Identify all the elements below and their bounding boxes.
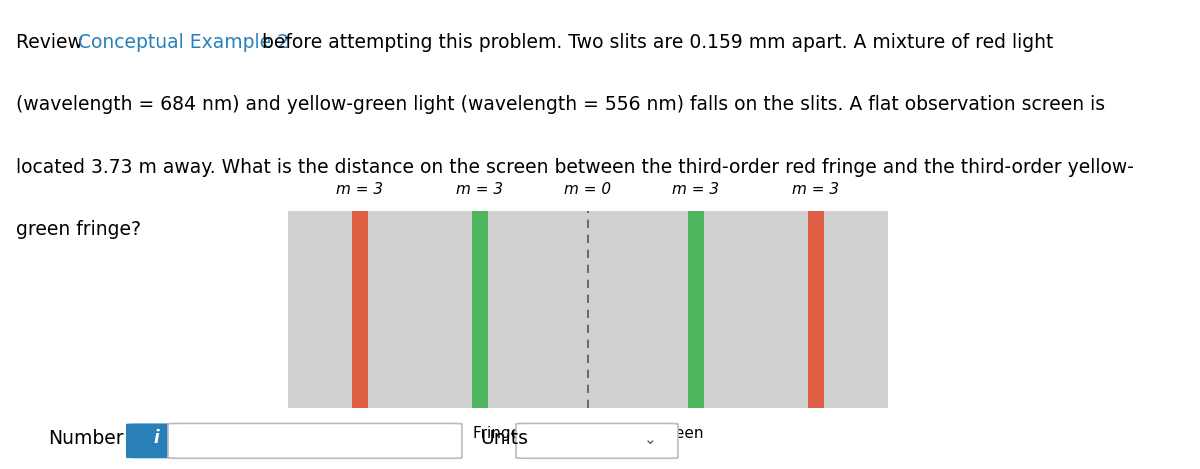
- Text: m = 3: m = 3: [672, 182, 720, 197]
- Text: Fringes on observation screen: Fringes on observation screen: [473, 425, 703, 440]
- Bar: [808, 211, 824, 408]
- Text: Number: Number: [48, 429, 124, 447]
- Text: m = 3: m = 3: [456, 182, 504, 197]
- Bar: [688, 211, 704, 408]
- FancyBboxPatch shape: [126, 424, 186, 458]
- Text: located 3.73 m away. What is the distance on the screen between the third-order : located 3.73 m away. What is the distanc…: [16, 158, 1134, 177]
- FancyBboxPatch shape: [516, 424, 678, 458]
- Bar: [288, 211, 888, 408]
- Text: Units: Units: [480, 429, 528, 447]
- FancyBboxPatch shape: [168, 424, 462, 458]
- Text: m = 3: m = 3: [792, 182, 840, 197]
- Bar: [472, 211, 488, 408]
- Text: (wavelength = 684 nm) and yellow-green light (wavelength = 556 nm) falls on the : (wavelength = 684 nm) and yellow-green l…: [16, 95, 1105, 114]
- Bar: [352, 211, 368, 408]
- Text: m = 3: m = 3: [336, 182, 384, 197]
- Text: before attempting this problem. Two slits are 0.159 mm apart. A mixture of red l: before attempting this problem. Two slit…: [256, 33, 1052, 52]
- Text: green fringe?: green fringe?: [16, 220, 140, 239]
- Text: Conceptual Example 2: Conceptual Example 2: [78, 33, 289, 52]
- Text: i: i: [154, 429, 158, 447]
- Text: m = 0: m = 0: [564, 182, 612, 197]
- Text: ⌄: ⌄: [643, 432, 656, 447]
- Text: Review: Review: [16, 33, 89, 52]
